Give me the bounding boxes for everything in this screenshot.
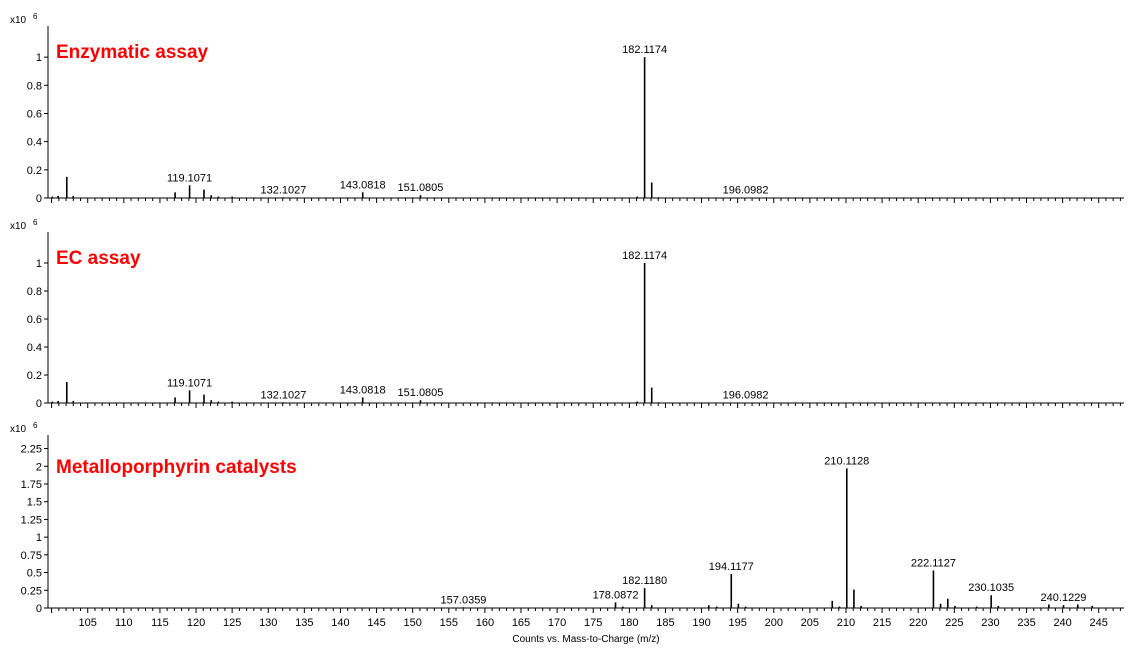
- y-tick-label: 0.6: [27, 108, 42, 120]
- peak-label: 119.1071: [167, 172, 212, 184]
- peak-label: 143.0818: [340, 384, 386, 396]
- y-tick-label: 0: [36, 193, 42, 205]
- y-tick-label: 1: [36, 52, 42, 64]
- y-tick-label: 0: [36, 603, 42, 615]
- x-tick-label: 160: [476, 617, 494, 629]
- peak-label: 157.0359: [441, 594, 487, 606]
- x-tick-label: 180: [620, 617, 638, 629]
- y-exponent-label: x10: [10, 424, 27, 435]
- peak-label: 132.1027: [260, 184, 306, 196]
- x-tick-label: 190: [692, 617, 710, 629]
- x-tick-label: 185: [656, 617, 674, 629]
- y-tick-label: 0.6: [27, 314, 42, 326]
- y-exponent-superscript: 6: [33, 421, 38, 430]
- peak-label: 151.0805: [398, 182, 444, 194]
- y-tick-label: 0.4: [27, 342, 42, 354]
- y-tick-label: 0: [36, 398, 42, 410]
- y-tick-label: 1: [36, 532, 42, 544]
- y-tick-label: 0.8: [27, 286, 42, 298]
- y-tick-label: 0.2: [27, 370, 42, 382]
- y-exponent-superscript: 6: [33, 12, 38, 21]
- x-tick-label: 150: [404, 617, 422, 629]
- peak-label: 196.0982: [723, 390, 769, 402]
- x-tick-label: 145: [367, 617, 385, 629]
- peak-label: 194.1177: [709, 561, 754, 573]
- peak-label: 210.1128: [824, 455, 869, 467]
- x-tick-label: 205: [801, 617, 819, 629]
- x-tick-label: 165: [512, 617, 530, 629]
- x-tick-label: 115: [151, 617, 169, 629]
- y-tick-label: 2.25: [21, 444, 42, 456]
- panel-title: Metalloporphyrin catalysts: [56, 457, 297, 478]
- x-tick-label: 235: [1017, 617, 1035, 629]
- y-tick-label: 0.5: [27, 568, 42, 580]
- x-tick-label: 130: [259, 617, 277, 629]
- y-tick-label: 1.25: [21, 514, 42, 526]
- y-tick-label: 0.75: [21, 550, 42, 562]
- x-tick-label: 125: [223, 617, 241, 629]
- x-tick-label: 110: [115, 617, 133, 629]
- y-exponent-label: x10: [10, 15, 27, 26]
- panel-title: Enzymatic assay: [56, 42, 209, 63]
- peak-label: 151.0805: [398, 387, 444, 399]
- peak-label: 230.1035: [968, 582, 1014, 594]
- x-tick-label: 240: [1053, 617, 1071, 629]
- x-tick-label: 170: [548, 617, 566, 629]
- x-tick-label: 135: [295, 617, 313, 629]
- y-tick-label: 1: [36, 258, 42, 270]
- y-exponent-label: x10: [10, 221, 27, 232]
- x-tick-label: 120: [187, 617, 205, 629]
- x-tick-label: 210: [837, 617, 855, 629]
- peak-label: 119.1071: [167, 377, 212, 389]
- peak-label: 132.1027: [260, 389, 306, 401]
- x-tick-label: 140: [331, 617, 349, 629]
- y-tick-label: 2: [36, 461, 42, 473]
- panel-title: EC assay: [56, 248, 141, 269]
- x-tick-label: 230: [981, 617, 999, 629]
- x-tick-label: 225: [945, 617, 963, 629]
- x-tick-label: 195: [728, 617, 746, 629]
- y-tick-label: 0.2: [27, 165, 42, 177]
- peak-label: 143.0818: [340, 179, 386, 191]
- y-tick-label: 1.75: [21, 479, 42, 491]
- peak-label: 182.1174: [622, 44, 667, 56]
- peak-label: 182.1174: [622, 250, 667, 262]
- peak-label: 178.0872: [593, 589, 639, 601]
- peak-label: 196.0982: [723, 185, 769, 197]
- x-tick-label: 215: [873, 617, 891, 629]
- x-tick-label: 105: [79, 617, 97, 629]
- x-axis-title: Counts vs. Mass-to-Charge (m/z): [512, 634, 659, 645]
- peak-label: 222.1127: [911, 557, 956, 569]
- x-tick-label: 155: [440, 617, 458, 629]
- x-tick-label: 200: [765, 617, 783, 629]
- x-tick-label: 245: [1090, 617, 1108, 629]
- peak-label: 240.1229: [1041, 592, 1087, 604]
- x-tick-label: 175: [584, 617, 602, 629]
- y-tick-label: 1.5: [27, 497, 42, 509]
- y-tick-label: 0.4: [27, 137, 42, 149]
- y-tick-label: 0.8: [27, 80, 42, 92]
- peak-label: 182.1180: [622, 575, 667, 587]
- y-tick-label: 0.25: [21, 585, 42, 597]
- y-exponent-superscript: 6: [33, 218, 38, 227]
- x-tick-label: 220: [909, 617, 927, 629]
